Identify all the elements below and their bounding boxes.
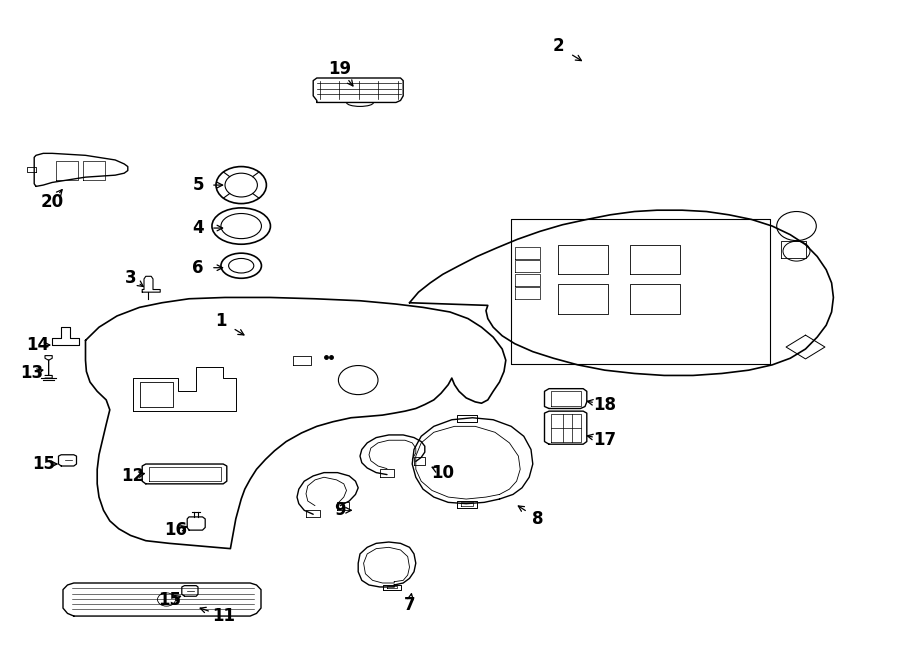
Text: 10: 10: [431, 463, 454, 482]
Text: 7: 7: [404, 596, 415, 614]
Text: 17: 17: [593, 430, 616, 449]
Text: 6: 6: [193, 258, 203, 277]
Text: 4: 4: [193, 219, 203, 237]
Text: 16: 16: [164, 521, 187, 539]
Text: 13: 13: [20, 364, 43, 383]
Text: 1: 1: [215, 311, 226, 330]
Text: 8: 8: [533, 510, 544, 528]
Text: 14: 14: [26, 336, 50, 354]
Text: 2: 2: [553, 37, 563, 56]
Text: 18: 18: [593, 395, 616, 414]
Text: 5: 5: [193, 176, 203, 194]
Text: 9: 9: [335, 501, 346, 520]
Text: 15: 15: [158, 591, 181, 609]
Text: 11: 11: [212, 607, 235, 625]
Text: 20: 20: [40, 192, 64, 211]
Text: 19: 19: [328, 60, 352, 79]
Text: 15: 15: [32, 455, 55, 473]
Text: 3: 3: [125, 268, 136, 287]
Text: 12: 12: [122, 467, 145, 485]
